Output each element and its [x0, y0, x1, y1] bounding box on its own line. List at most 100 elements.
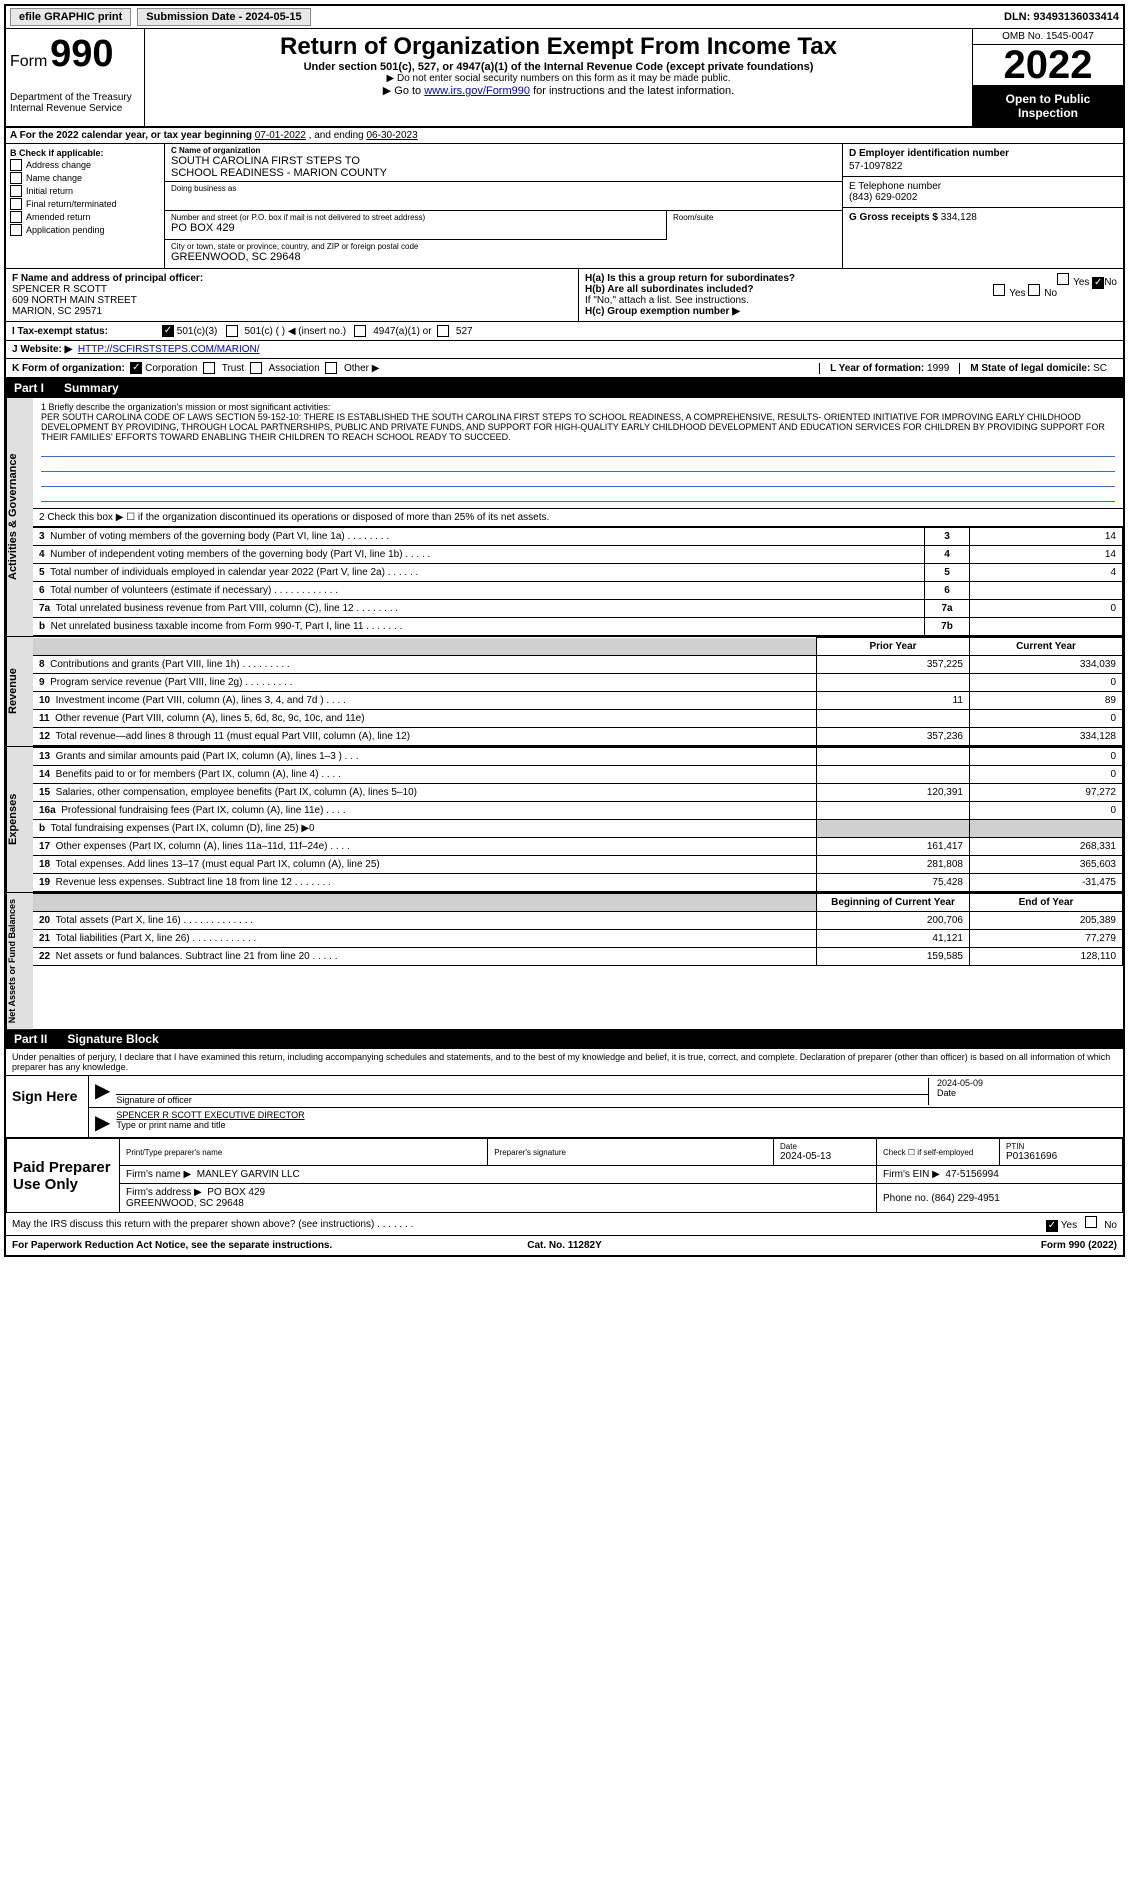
net-table: Beginning of Current Year End of Year 20… — [33, 893, 1123, 966]
g-label: G Gross receipts $ — [849, 212, 941, 223]
discuss-row: May the IRS discuss this return with the… — [6, 1213, 1123, 1236]
ssn-note: ▶ Do not enter social security numbers o… — [149, 73, 968, 84]
footer: For Paperwork Reduction Act Notice, see … — [6, 1236, 1123, 1255]
sign-here-section: Sign Here ▶ Signature of officer 2024-05… — [6, 1076, 1123, 1138]
firm-ein-label: Firm's EIN ▶ — [883, 1169, 940, 1180]
side-net: Net Assets or Fund Balances — [6, 893, 33, 1029]
website-label: J Website: ▶ — [12, 344, 72, 355]
sig-officer-label: Signature of officer — [116, 1095, 191, 1105]
chk-pending: Application pending — [10, 224, 160, 236]
col-curr: Current Year — [970, 638, 1123, 656]
goto-suffix: for instructions and the latest informat… — [533, 85, 734, 97]
table-row: 16a Professional fundraising fees (Part … — [33, 802, 1123, 820]
sig-name-label: Type or print name and title — [116, 1120, 225, 1130]
city-val: GREENWOOD, SC 29648 — [171, 251, 836, 263]
tax-begin: 07-01-2022 — [255, 130, 306, 141]
table-row: 8 Contributions and grants (Part VIII, l… — [33, 656, 1123, 674]
ptin-label: PTIN — [1006, 1142, 1116, 1151]
arrow-icon: ▶ — [95, 1110, 110, 1135]
addr-val: PO BOX 429 — [171, 222, 660, 234]
prep-sig-label: Preparer's signature — [494, 1148, 767, 1157]
section-fh: F Name and address of principal officer:… — [6, 269, 1123, 322]
perjury: Under penalties of perjury, I declare th… — [6, 1049, 1123, 1076]
topbar: efile GRAPHIC print Submission Date - 20… — [6, 6, 1123, 29]
table-row: 7a Total unrelated business revenue from… — [33, 600, 1123, 618]
submission-date: Submission Date - 2024-05-15 — [137, 8, 310, 26]
addr-label: Number and street (or P.O. box if mail i… — [171, 213, 660, 222]
side-revenue: Revenue — [6, 637, 33, 746]
discuss-text: May the IRS discuss this return with the… — [12, 1219, 413, 1230]
k-label: K Form of organization: — [12, 363, 125, 374]
form-number: 990 — [50, 33, 113, 75]
hc-row: H(c) Group exemption number ▶ — [585, 306, 1117, 317]
table-row: b Net unrelated business taxable income … — [33, 618, 1123, 636]
arrow-icon: ▶ — [95, 1078, 110, 1105]
gov-table: 3 Number of voting members of the govern… — [33, 527, 1123, 636]
city-label: City or town, state or province, country… — [171, 242, 836, 251]
ptin: P01361696 — [1006, 1151, 1116, 1162]
open-public: Open to Public Inspection — [973, 86, 1123, 126]
mission-label: 1 Briefly describe the organization's mi… — [41, 402, 1115, 412]
sig-date-label: Date — [937, 1088, 956, 1098]
hb-row: H(b) Are all subordinates included? Yes … — [585, 284, 1117, 295]
paid-label: Paid Preparer Use Only — [7, 1139, 120, 1213]
table-row: 13 Grants and similar amounts paid (Part… — [33, 748, 1123, 766]
gross-receipts: 334,128 — [941, 212, 977, 223]
room-label: Room/suite — [673, 213, 836, 222]
c-label: C Name of organization — [171, 146, 836, 155]
firm-addr-label: Firm's address ▶ — [126, 1187, 202, 1198]
check-icon: ✓ — [162, 325, 174, 337]
tax-status-label: I Tax-exempt status: — [12, 326, 162, 337]
e-label: E Telephone number — [849, 181, 1117, 192]
table-row: 15 Salaries, other compensation, employe… — [33, 784, 1123, 802]
table-row: 20 Total assets (Part X, line 16) . . . … — [33, 912, 1123, 930]
sign-here: Sign Here — [6, 1076, 89, 1137]
header-subtitle: Under section 501(c), 527, or 4947(a)(1)… — [149, 61, 968, 73]
org-name: SOUTH CAROLINA FIRST STEPS TO SCHOOL REA… — [171, 155, 836, 179]
row-a-text: A For the 2022 calendar year, or tax yea… — [10, 130, 255, 141]
website-link[interactable]: HTTP://SCFIRSTSTEPS.COM/MARION/ — [78, 344, 260, 355]
tax-year: 2022 — [973, 45, 1123, 86]
l-label: L Year of formation: — [830, 363, 927, 374]
table-row: 18 Total expenses. Add lines 13–17 (must… — [33, 856, 1123, 874]
tax-status-row: I Tax-exempt status: ✓ 501(c)(3) 501(c) … — [6, 322, 1123, 341]
efile-print: efile GRAPHIC print — [10, 8, 131, 26]
mission-box: 1 Briefly describe the organization's mi… — [33, 398, 1123, 509]
col-boy: Beginning of Current Year — [817, 894, 970, 912]
chk-final: Final return/terminated — [10, 198, 160, 210]
row-k: K Form of organization: ✓ Corporation Tr… — [6, 359, 1123, 378]
f-label: F Name and address of principal officer: — [12, 273, 572, 284]
check-icon: ✓ — [1092, 277, 1104, 289]
header-title: Return of Organization Exempt From Incom… — [149, 33, 968, 61]
firm-name-label: Firm's name ▶ — [126, 1169, 191, 1180]
m-label: M State of legal domicile: — [970, 363, 1093, 374]
part1-header: Part I Summary — [6, 378, 1123, 398]
table-row: 10 Investment income (Part VIII, column … — [33, 692, 1123, 710]
dept: Department of the Treasury Internal Reve… — [10, 92, 140, 114]
section-b: B Check if applicable: Address change Na… — [6, 144, 1123, 269]
table-row: 17 Other expenses (Part IX, column (A), … — [33, 838, 1123, 856]
officer-name: SPENCER R SCOTT — [12, 284, 572, 295]
firm-phone: (864) 229-4951 — [931, 1193, 999, 1204]
col-eoy: End of Year — [970, 894, 1123, 912]
firm-ein: 47-5156994 — [945, 1169, 998, 1180]
chk-amended: Amended return — [10, 211, 160, 223]
table-row: 9 Program service revenue (Part VIII, li… — [33, 674, 1123, 692]
table-row: 11 Other revenue (Part VIII, column (A),… — [33, 710, 1123, 728]
exp-table: 13 Grants and similar amounts paid (Part… — [33, 747, 1123, 892]
d-label: D Employer identification number — [849, 148, 1117, 159]
paid-preparer: Paid Preparer Use Only Print/Type prepar… — [6, 1138, 1123, 1213]
table-row: b Total fundraising expenses (Part IX, c… — [33, 820, 1123, 838]
b-header: B Check if applicable: — [10, 148, 160, 158]
sig-date: 2024-05-09 — [937, 1078, 1117, 1088]
year-formation: 1999 — [927, 363, 949, 374]
domicile: SC — [1093, 363, 1107, 374]
goto-prefix: ▶ Go to — [383, 85, 424, 97]
prep-date-label: Date — [780, 1142, 870, 1151]
line2: 2 Check this box ▶ ☐ if the organization… — [33, 509, 1123, 527]
goto-link[interactable]: www.irs.gov/Form990 — [424, 85, 530, 97]
table-row: 5 Total number of individuals employed i… — [33, 564, 1123, 582]
phone: (843) 629-0202 — [849, 192, 1117, 203]
dln: DLN: 93493136033414 — [1004, 11, 1119, 23]
officer-addr2: MARION, SC 29571 — [12, 306, 572, 317]
